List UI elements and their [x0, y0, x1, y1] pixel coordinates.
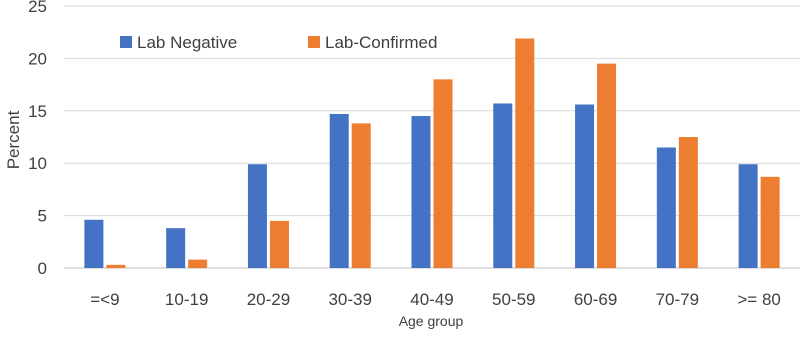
y-axis-label: Percent [4, 110, 23, 169]
legend-label-lab-confirmed: Lab-Confirmed [325, 33, 437, 52]
bar-lab-negative [411, 116, 431, 268]
axes: 0 5 10 15 20 25 =<9 10-19 20-29 30-39 40-49 50-59 60… [28, 0, 781, 309]
bar-lab-confirmed [597, 63, 617, 268]
bar-lab-negative [656, 147, 676, 268]
x-tick-label: =<9 [90, 290, 119, 309]
bar-lab-confirmed [515, 38, 535, 268]
x-axis-label: Age group [399, 313, 464, 329]
legend-swatch-lab-confirmed [308, 36, 320, 48]
bar-lab-confirmed [188, 259, 208, 268]
x-tick-label: 60-69 [574, 290, 617, 309]
y-tick-label: 0 [38, 259, 47, 278]
bar-lab-confirmed [433, 79, 453, 268]
x-tick-label: 40-49 [410, 290, 453, 309]
gridlines [64, 5, 800, 269]
bar-lab-confirmed [351, 123, 371, 268]
bar-lab-confirmed [269, 220, 289, 268]
x-tick-label: 70-79 [656, 290, 699, 309]
bars [84, 38, 780, 269]
bar-lab-negative [247, 164, 267, 268]
x-tick-label: >= 80 [737, 290, 781, 309]
bar-lab-negative [738, 164, 758, 268]
y-tick-label: 15 [28, 102, 47, 121]
x-tick-label: 50-59 [492, 290, 535, 309]
y-tick-label: 5 [38, 207, 47, 226]
x-tick-label: 30-39 [328, 290, 371, 309]
y-tick-label: 20 [28, 49, 47, 68]
legend: Lab Negative Lab-Confirmed [120, 33, 437, 52]
bar-lab-negative [84, 219, 104, 268]
x-tick-label: 20-29 [247, 290, 290, 309]
x-tick-label: 10-19 [165, 290, 208, 309]
legend-label-lab-negative: Lab Negative [137, 33, 237, 52]
bar-lab-negative [329, 113, 349, 268]
y-tick-label: 25 [28, 0, 47, 16]
bar-lab-confirmed [760, 176, 780, 268]
bar-lab-negative [493, 103, 513, 269]
bar-lab-confirmed [678, 137, 698, 268]
legend-swatch-lab-negative [120, 36, 132, 48]
bar-lab-confirmed [106, 264, 126, 268]
bar-lab-negative [575, 104, 595, 269]
y-tick-label: 10 [28, 154, 47, 173]
bar-lab-negative [166, 228, 186, 268]
